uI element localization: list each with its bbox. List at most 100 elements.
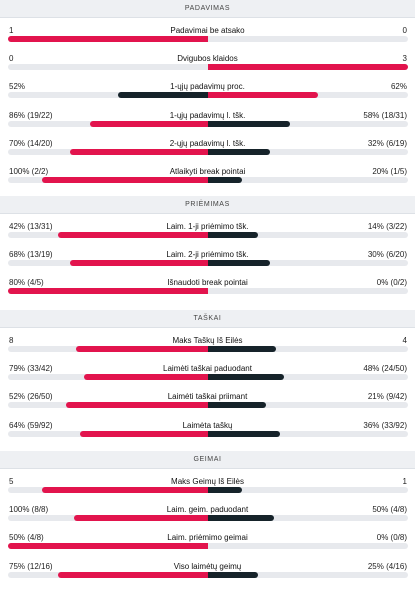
away-value: 20% (1/5)	[372, 167, 407, 176]
stat-row: 75% (12/16) Viso laimėtų geimų 25% (4/16)	[0, 557, 415, 585]
away-bar	[208, 571, 258, 578]
stat-row: 68% (13/19) Laim. 2-ji priėmimo tšk. 30% (…	[0, 245, 415, 273]
home-bar	[70, 260, 208, 267]
away-value: 21% (9/42)	[367, 392, 407, 402]
home-bar-track	[8, 374, 208, 381]
home-bar-track	[8, 288, 208, 295]
stat-label: Laim. 2-ji priėmimo tšk.	[166, 250, 249, 260]
home-value: 8	[9, 336, 14, 345]
away-value: 4	[402, 336, 407, 345]
away-bar-track	[208, 346, 408, 352]
home-value: 52%	[9, 82, 26, 92]
away-bar	[208, 346, 276, 352]
away-value: 32% (6/19)	[367, 138, 407, 148]
home-bar-track	[8, 571, 208, 578]
home-bar	[74, 515, 208, 522]
home-bar-track	[8, 148, 208, 155]
stat-label: Maks Geimų Iš Eilės	[171, 477, 244, 486]
stat-row: 42% (13/31) Laim. 1-ji priėmimo tšk. 14% (…	[0, 217, 415, 245]
stat-row: 1 Padavimai be atsako 0	[0, 21, 415, 49]
away-value: 3	[402, 54, 407, 64]
stat-row: 52% (26/50) Laimėti taškai priimant 21% (9…	[0, 387, 415, 415]
section-header: PADAVIMAS	[0, 0, 415, 18]
away-value: 14% (3/22)	[367, 222, 407, 231]
home-bar-track	[8, 543, 208, 550]
home-bar	[70, 148, 208, 155]
stat-label: 2-ųjų padavimų l. tšk.	[169, 138, 246, 148]
home-bar	[118, 92, 208, 99]
home-value: 0	[9, 54, 14, 64]
home-bar-track	[8, 36, 208, 42]
away-bar	[208, 487, 242, 493]
home-bar	[84, 374, 208, 381]
stat-row: 79% (33/42) Laimėti taškai paduodant 48% (…	[0, 359, 415, 387]
away-value: 1	[402, 477, 407, 486]
home-bar	[66, 402, 208, 409]
home-value: 50% (4/8)	[9, 533, 44, 543]
home-value: 100% (2/2)	[9, 167, 49, 176]
stat-label: 1-ųjų padavimų proc.	[170, 82, 245, 92]
home-value: 75% (12/16)	[9, 561, 53, 571]
stat-label: Laim. 1-ji priėmimo tšk.	[166, 222, 249, 231]
away-bar-track	[208, 515, 408, 522]
stat-row: 70% (14/20) 2-ųjų padavimų l. tšk. 32% (6/…	[0, 134, 415, 162]
away-bar-track	[208, 260, 408, 267]
home-bar	[58, 571, 208, 578]
away-bar-track	[208, 402, 408, 409]
home-bar	[8, 543, 208, 550]
home-value: 42% (13/31)	[9, 222, 53, 231]
home-bar-track	[8, 64, 208, 71]
home-bar	[58, 232, 208, 238]
home-value: 1	[9, 26, 14, 35]
stat-row: 64% (59/92) Laimėta taškų 36% (33/92)	[0, 416, 415, 444]
home-value: 64% (59/92)	[9, 420, 53, 430]
away-bar	[208, 430, 280, 437]
stat-row: 86% (19/22) 1-ųjų padavimų l. tšk. 58% (18…	[0, 106, 415, 134]
home-bar-track	[8, 92, 208, 99]
away-bar-track	[208, 543, 408, 550]
home-bar	[76, 346, 208, 352]
home-value: 100% (8/8)	[9, 505, 49, 515]
home-bar-track	[8, 120, 208, 127]
away-value: 36% (33/92)	[363, 420, 407, 430]
away-bar-track	[208, 177, 408, 183]
stat-label: Maks Taškų Iš Eilės	[172, 336, 243, 345]
stat-row: 80% (4/5) Išnaudoti break pointai 0% (0/2)	[0, 273, 415, 301]
away-value: 58% (18/31)	[363, 110, 407, 120]
away-bar	[208, 402, 266, 409]
away-bar-track	[208, 374, 408, 381]
stat-label: Dvigubos klaidos	[177, 54, 238, 64]
away-value: 0% (0/8)	[376, 533, 407, 543]
stat-row: 8 Maks Taškų Iš Eilės 4	[0, 331, 415, 359]
away-value: 50% (4/8)	[372, 505, 407, 515]
home-bar-track	[8, 430, 208, 437]
away-bar-track	[208, 571, 408, 578]
stat-row: 0 Dvigubos klaidos 3	[0, 49, 415, 77]
stat-label: Laim. geim. paduodant	[166, 505, 249, 515]
away-value: 48% (24/50)	[363, 364, 407, 374]
away-bar-track	[208, 92, 408, 99]
home-value: 68% (13/19)	[9, 250, 53, 260]
home-bar	[8, 288, 208, 295]
away-bar	[208, 64, 408, 71]
stat-row: 52% 1-ųjų padavimų proc. 62%	[0, 77, 415, 105]
stat-label: Laimėti taškai paduodant	[163, 364, 252, 374]
stat-row: 5 Maks Geimų Iš Eilės 1	[0, 472, 415, 500]
home-bar-track	[8, 232, 208, 238]
away-bar	[208, 92, 318, 99]
stat-label: Išnaudoti break pointai	[167, 278, 248, 288]
away-bar	[208, 232, 258, 238]
home-value: 79% (33/42)	[9, 364, 53, 374]
section-header: TAŠKAI	[0, 310, 415, 328]
home-bar-track	[8, 515, 208, 522]
away-bar-track	[208, 487, 408, 493]
home-value: 86% (19/22)	[9, 110, 53, 120]
away-value: 0% (0/2)	[376, 278, 407, 288]
away-value: 25% (4/16)	[367, 561, 407, 571]
section-header: GEIMAI	[0, 451, 415, 469]
home-bar	[42, 177, 208, 183]
home-value: 52% (26/50)	[9, 392, 53, 402]
away-bar-track	[208, 288, 408, 295]
stat-row: 100% (2/2) Atlaikyti break pointai 20% (1/…	[0, 162, 415, 190]
